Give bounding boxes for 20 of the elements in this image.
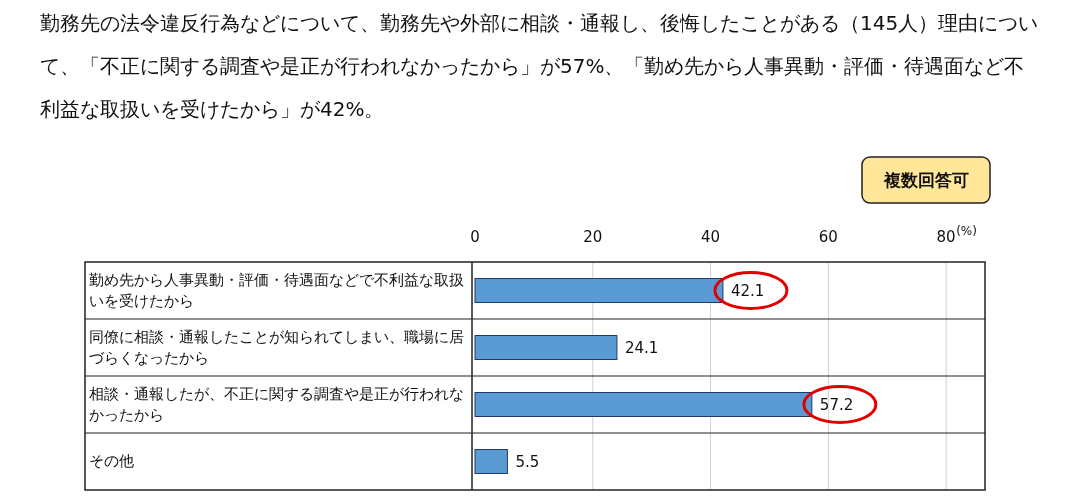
y-tick-label: 同僚に相談・通報したことが知られてしまい、職場に居づらくなったから — [89, 326, 465, 369]
bar — [474, 335, 618, 360]
x-tick-label: 60 — [817, 228, 839, 246]
bar — [474, 392, 813, 417]
data-label: 57.2 — [819, 395, 854, 414]
data-label: 24.1 — [624, 338, 659, 357]
bar — [474, 449, 508, 474]
data-label: 42.1 — [730, 281, 765, 300]
data-label: 5.5 — [515, 452, 540, 471]
x-tick-label: 40 — [700, 228, 722, 246]
y-tick-label: その他 — [89, 451, 135, 472]
x-tick-label: 0 — [469, 228, 481, 246]
chart-title: 勤務先の法令違反行為などについて、勤務先や外部に相談・通報し、後悔したことがある（145人）理由について、「不正に関する調査や是正が行われなかったから」が57%、「勤め先から人事異動・評価・待遇面など不利益な取扱いを受けたから」が42%。 — [40, 10, 1040, 123]
x-axis-title: (%) — [956, 224, 977, 238]
y-tick-label: 勤め先から人事異動・評価・待遇面などで不利益な取扱いを受けたから — [89, 269, 465, 312]
x-tick-label: 80 — [936, 228, 956, 246]
text: 複数回答可 — [862, 157, 990, 203]
y-tick-label: 相談・通報したが、不正に関する調査や是正が行われなかったから — [89, 383, 465, 426]
x-tick-label: 20 — [582, 228, 604, 246]
bar — [474, 278, 724, 303]
